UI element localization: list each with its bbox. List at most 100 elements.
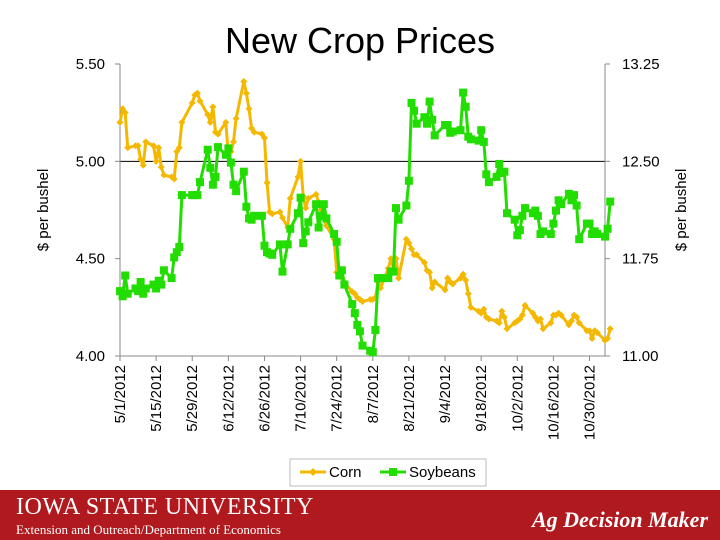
soybeans-point (337, 266, 346, 275)
soybeans-point (294, 209, 302, 218)
corn-point (178, 118, 186, 126)
soybeans-point (593, 230, 602, 238)
soybeans-point (206, 163, 215, 172)
soybeans-point (157, 280, 166, 289)
soybeans-point (268, 250, 277, 259)
soybeans-point (572, 201, 581, 210)
soybeans-point (159, 266, 168, 275)
soybeans-point (428, 115, 437, 124)
corn-point (157, 163, 165, 171)
department-text: Extension and Outreach/Department of Eco… (16, 522, 281, 537)
soybeans-point (141, 284, 150, 293)
soybeans-point (224, 144, 233, 153)
corn-point (464, 290, 472, 298)
corn-point (304, 194, 312, 202)
left-tick-label: 5.00 (76, 153, 105, 170)
soybeans-point (482, 170, 491, 179)
corn-point (606, 325, 614, 333)
soybeans-point (503, 209, 511, 218)
corn-point (150, 142, 158, 150)
soybeans-point (564, 189, 573, 198)
corn-point (260, 134, 268, 142)
left-tick-label: 4.00 (76, 348, 105, 365)
corn-point (188, 99, 196, 107)
corn-point (593, 329, 601, 337)
ag-decision-maker-logo: Ag Decision Maker (532, 507, 708, 532)
soybeans-point (322, 214, 331, 223)
soybeans-point (412, 119, 421, 128)
soybeans-point (549, 219, 558, 228)
soybeans-point (348, 300, 357, 309)
soybeans-point (314, 223, 323, 232)
soybeans-point (355, 327, 364, 336)
soybeans-point (402, 201, 411, 210)
soybeans-point (335, 271, 344, 280)
soybeans-point (404, 176, 413, 185)
x-tick-label: 10/16/2012 (545, 365, 562, 440)
soybeans-point (301, 227, 310, 236)
corn-point (196, 97, 204, 105)
corn-point (250, 128, 258, 136)
soybeans-point (312, 200, 321, 209)
soybeans-point (443, 121, 452, 129)
corn-point (209, 103, 217, 111)
corn-point (230, 138, 238, 146)
right-tick-label: 11.75 (622, 251, 658, 268)
soybeans-point (603, 224, 612, 233)
chart-title: New Crop Prices (225, 20, 495, 61)
corn-point (142, 138, 150, 146)
soybeans-point (350, 309, 359, 318)
corn-point (567, 317, 575, 325)
corn-point (557, 311, 565, 319)
soybeans-point (175, 243, 184, 251)
corn-point (395, 274, 403, 282)
soybeans-point (278, 267, 287, 276)
corn-point (498, 307, 506, 315)
x-tick-label: 5/29/2012 (184, 365, 201, 432)
corn-point (500, 313, 508, 321)
corn-point (547, 319, 555, 327)
corn-point (155, 144, 163, 152)
soybeans-point (606, 197, 615, 206)
soybeans-point (121, 271, 130, 280)
price-chart: New Crop Prices $ per bushel $ per bushe… (35, 20, 690, 487)
right-tick-label: 13.25 (622, 56, 660, 73)
soybeans-point (332, 237, 341, 246)
corn-point (426, 268, 434, 276)
soybeans-point (477, 126, 486, 135)
soybeans-point (211, 172, 220, 181)
corn-point (276, 208, 284, 216)
x-tick-label: 6/12/2012 (220, 365, 237, 432)
soybeans-point (319, 200, 328, 209)
soybeans-point (286, 224, 295, 233)
soybeans-point (407, 98, 416, 107)
x-tick-label: 10/30/2012 (582, 365, 599, 440)
x-tick-label: 10/2/2012 (509, 365, 526, 432)
corn-point (420, 259, 428, 267)
soybeans-point (425, 97, 434, 106)
corn-point (286, 194, 294, 202)
soybeans-point (152, 284, 161, 293)
soybeans-point (557, 200, 566, 209)
soybeans-point (552, 206, 560, 215)
soybeans-point (139, 289, 148, 298)
soybeans-point (136, 278, 145, 286)
corn-point (263, 179, 271, 187)
soybeans-legend-marker (389, 468, 397, 476)
soybeans-point (575, 235, 584, 244)
corn-point (588, 334, 596, 342)
corn-legend-label: Corn (329, 464, 362, 481)
soybeans-point (260, 241, 269, 250)
corn-point (302, 204, 310, 212)
soybeans-point (474, 136, 483, 145)
soybeans-point (242, 202, 251, 211)
legend: Corn Soybeans (289, 458, 487, 487)
soybeans-point (232, 187, 241, 196)
soybeans-point (546, 230, 555, 238)
series-layer (116, 78, 615, 357)
x-tick-label: 7/24/2012 (329, 365, 346, 432)
corn-point (573, 313, 581, 321)
soybeans-point (134, 287, 143, 296)
soybeans-point (513, 231, 522, 240)
corn-point (539, 325, 547, 333)
